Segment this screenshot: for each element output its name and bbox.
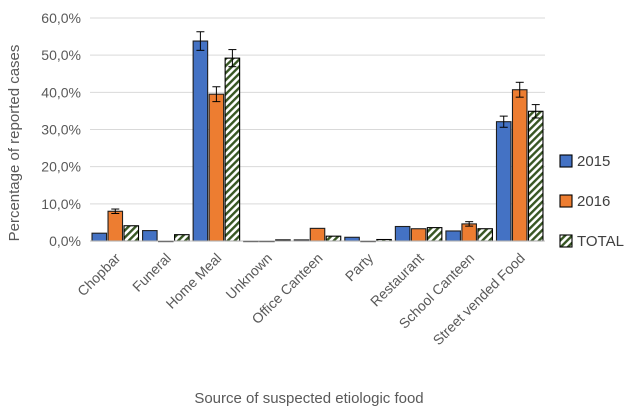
- bar-total-school-canteen: [477, 228, 493, 242]
- bar-total-street-vended-food: [527, 110, 544, 242]
- legend-label-2015: 2015: [577, 153, 610, 170]
- gridlines: [90, 17, 545, 205]
- legend-swatch-total: [559, 234, 573, 248]
- bar-total-restaurant: [426, 227, 443, 242]
- bar-2015-street-vended-food: [495, 121, 512, 242]
- x-tick-label: Unknown: [222, 250, 275, 303]
- bar-total-office-canteen: [325, 235, 342, 242]
- bar-2016-home-meal: [208, 93, 225, 242]
- bar-2015-party: [344, 236, 360, 242]
- bar-2015-school-canteen: [445, 230, 461, 242]
- x-axis-title: Source of suspected etiologic food: [194, 390, 423, 407]
- y-tick-label: 0,0%: [49, 233, 81, 249]
- x-tick-label: Funeral: [129, 250, 174, 295]
- bars: [91, 31, 544, 243]
- bar-2015-funeral: [142, 230, 158, 242]
- bar-2016-office-canteen: [309, 227, 326, 242]
- bar-2016-restaurant: [410, 228, 427, 242]
- y-tick-label: 20,0%: [41, 159, 81, 175]
- x-tick-label: Party: [342, 250, 376, 284]
- legend-swatch-2015: [559, 154, 573, 168]
- bar-2016-chopbar: [107, 210, 124, 242]
- y-tick-label: 40,0%: [41, 84, 81, 100]
- x-tick-label: Street vended Food: [430, 250, 528, 348]
- bar-total-home-meal: [224, 57, 241, 242]
- y-tick-label: 30,0%: [41, 122, 81, 138]
- y-axis-title: Percentage of reported cases: [6, 45, 23, 242]
- legend-label-total: TOTAL: [577, 233, 624, 250]
- y-tick-label: 60,0%: [41, 10, 81, 26]
- bar-2015-home-meal: [192, 40, 209, 242]
- y-tick-label: 50,0%: [41, 47, 81, 63]
- x-tick-label: Chopbar: [74, 250, 124, 300]
- bar-2016-street-vended-food: [511, 89, 528, 242]
- legend-label-2016: 2016: [577, 193, 610, 210]
- legend-swatch-2016: [559, 194, 573, 208]
- legend: 2015 2016 TOTAL: [559, 153, 624, 250]
- bar-2015-restaurant: [394, 225, 411, 242]
- bar-total-chopbar: [123, 225, 140, 242]
- axes: 0,0% 10,0% 20,0% 30,0% 40,0% 50,0% 60,0% Chopba…: [41, 10, 545, 348]
- y-tick-label: 10,0%: [41, 196, 81, 212]
- bar-total-funeral: [174, 234, 190, 242]
- bar-2015-chopbar: [91, 232, 108, 242]
